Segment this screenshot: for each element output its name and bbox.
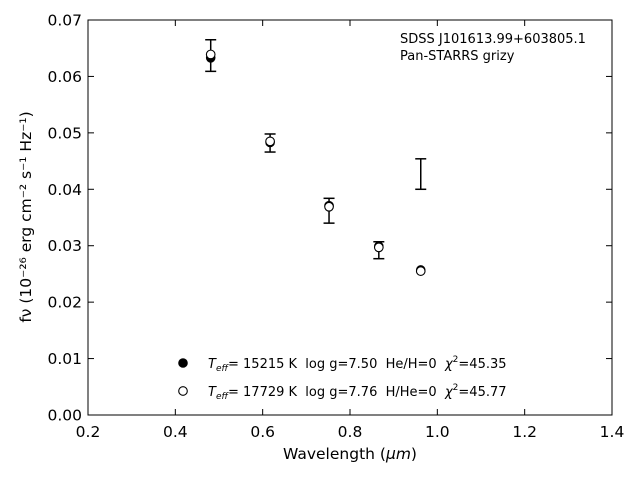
y-tick-label: 0.04 bbox=[47, 181, 82, 199]
x-axis-title: Wavelength (μm) bbox=[283, 445, 417, 463]
model-point-open bbox=[205, 49, 216, 60]
annotation-survey-name: Pan-STARRS grizy bbox=[400, 49, 515, 64]
legend-marker-filled bbox=[178, 358, 188, 368]
legend-marker-open bbox=[178, 386, 188, 396]
y-tick-label: 0.01 bbox=[47, 350, 82, 368]
legend-entry-1: Teff= 15215 K log g=7.50 He/H=0 χ2=45.35 bbox=[208, 355, 507, 374]
observed-point bbox=[415, 158, 427, 191]
annotation-block: SDSS J101613.99+603805.1 Pan-STARRS griz… bbox=[400, 32, 586, 64]
plot-frame bbox=[87, 19, 613, 416]
y-tick-label: 0.05 bbox=[47, 124, 82, 142]
y-tick-label: 0.00 bbox=[47, 407, 82, 425]
x-tick-label: 0.2 bbox=[76, 423, 101, 441]
y-tick-label: 0.06 bbox=[47, 68, 82, 86]
axis-ticks: 0.2 0.4 0.6 0.8 1.0 1.2 1.4 0.00 0.01 0.02 0.03 0.0… bbox=[47, 12, 624, 442]
model-point-open bbox=[415, 266, 426, 276]
y-tick-label: 0.02 bbox=[47, 294, 82, 312]
y-tick-label: 0.07 bbox=[47, 12, 82, 30]
x-tick-label: 1.0 bbox=[425, 423, 450, 441]
data-marks bbox=[205, 39, 427, 276]
y-tick-label: 0.03 bbox=[47, 237, 82, 255]
legend-entry-2: Teff= 17729 K log g=7.76 H/He=0 χ2=45.77 bbox=[208, 383, 507, 402]
model-point-open bbox=[324, 201, 334, 212]
model-point-open bbox=[373, 242, 384, 253]
x-tick-label: 0.8 bbox=[338, 423, 363, 441]
legend: Teff= 15215 K log g=7.50 He/H=0 χ2=45.35… bbox=[178, 355, 507, 402]
x-tick-label: 0.6 bbox=[250, 423, 275, 441]
x-tick-label: 0.4 bbox=[163, 423, 188, 441]
x-tick-label: 1.4 bbox=[600, 423, 625, 441]
model-point-open bbox=[265, 136, 275, 147]
y-axis-title: fν (10⁻²⁶ erg cm⁻² s⁻¹ Hz⁻¹) bbox=[17, 111, 35, 322]
annotation-object-name: SDSS J101613.99+603805.1 bbox=[400, 32, 586, 47]
x-tick-label: 1.2 bbox=[512, 423, 537, 441]
